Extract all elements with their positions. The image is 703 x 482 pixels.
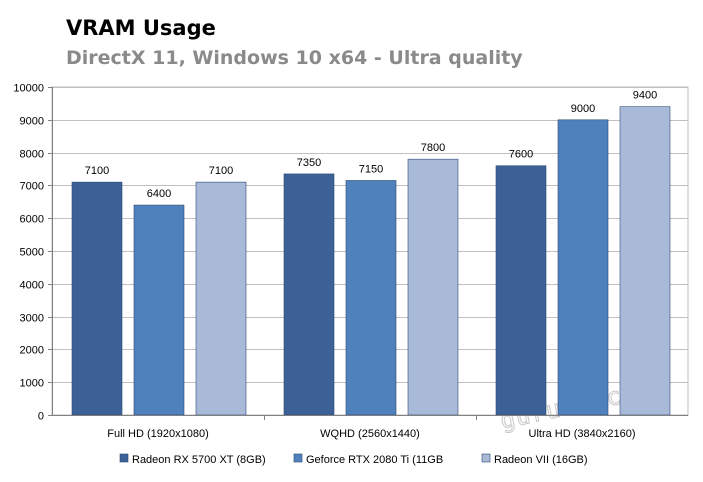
legend-entry: Radeon VII (16GB) (494, 454, 588, 466)
y-tick-label: 3000 (20, 313, 44, 325)
legend-swatch (119, 453, 129, 463)
bar-value-label: 7100 (209, 165, 233, 177)
bar-value-label: 6400 (147, 188, 171, 200)
x-category-label: Full HD (1920x1080) (107, 428, 209, 440)
bar (495, 165, 547, 416)
legend-entry: Geforce RTX 2080 Ti (11GB (306, 454, 443, 466)
bar-value-label: 7150 (359, 163, 383, 175)
chart-title: VRAM Usage (66, 16, 216, 40)
y-tick-label: 10000 (13, 83, 44, 95)
y-tick-label: 0 (38, 411, 44, 423)
y-tick-label: 9000 (20, 116, 44, 128)
y-tick-label: 2000 (20, 345, 44, 357)
bar-value-label: 7100 (85, 165, 109, 177)
bar-value-label: 9000 (571, 103, 595, 115)
x-category-label: WQHD (2560x1440) (320, 428, 420, 440)
y-tick-label: 7000 (20, 181, 44, 193)
legend-swatch (481, 453, 491, 463)
bar-value-label: 7600 (509, 149, 533, 161)
legend: Radeon RX 5700 XT (8GB) Geforce RTX 2080 … (119, 453, 588, 466)
bar (195, 181, 247, 416)
y-tick-label: 5000 (20, 247, 44, 259)
bar (283, 173, 335, 416)
x-category-label: Ultra HD (3840x2160) (529, 428, 636, 440)
bars (71, 106, 671, 416)
legend-entry: Radeon RX 5700 XT (8GB) (132, 454, 266, 466)
data-labels: 7100 6400 7100 7350 7150 7800 7600 9000 9400 (85, 90, 657, 200)
bar-value-label: 7350 (297, 157, 321, 169)
y-tick-label: 1000 (20, 378, 44, 390)
bar (133, 204, 185, 416)
bar (619, 106, 671, 416)
y-tick-label: 8000 (20, 149, 44, 161)
bar-value-label: 7800 (421, 142, 445, 154)
bar (407, 158, 459, 416)
y-tick-label: 6000 (20, 214, 44, 226)
legend-swatch (293, 453, 303, 463)
bar (557, 119, 609, 416)
bar (345, 180, 397, 416)
bar-value-label: 9400 (633, 90, 657, 102)
bar (71, 181, 123, 416)
y-tick-label: 4000 (20, 280, 44, 292)
chart-subtitle: DirectX 11, Windows 10 x64 - Ultra quali… (66, 47, 523, 69)
axes: 0 1000 2000 3000 4000 5000 6000 7000 8000 9000 100… (13, 83, 688, 440)
